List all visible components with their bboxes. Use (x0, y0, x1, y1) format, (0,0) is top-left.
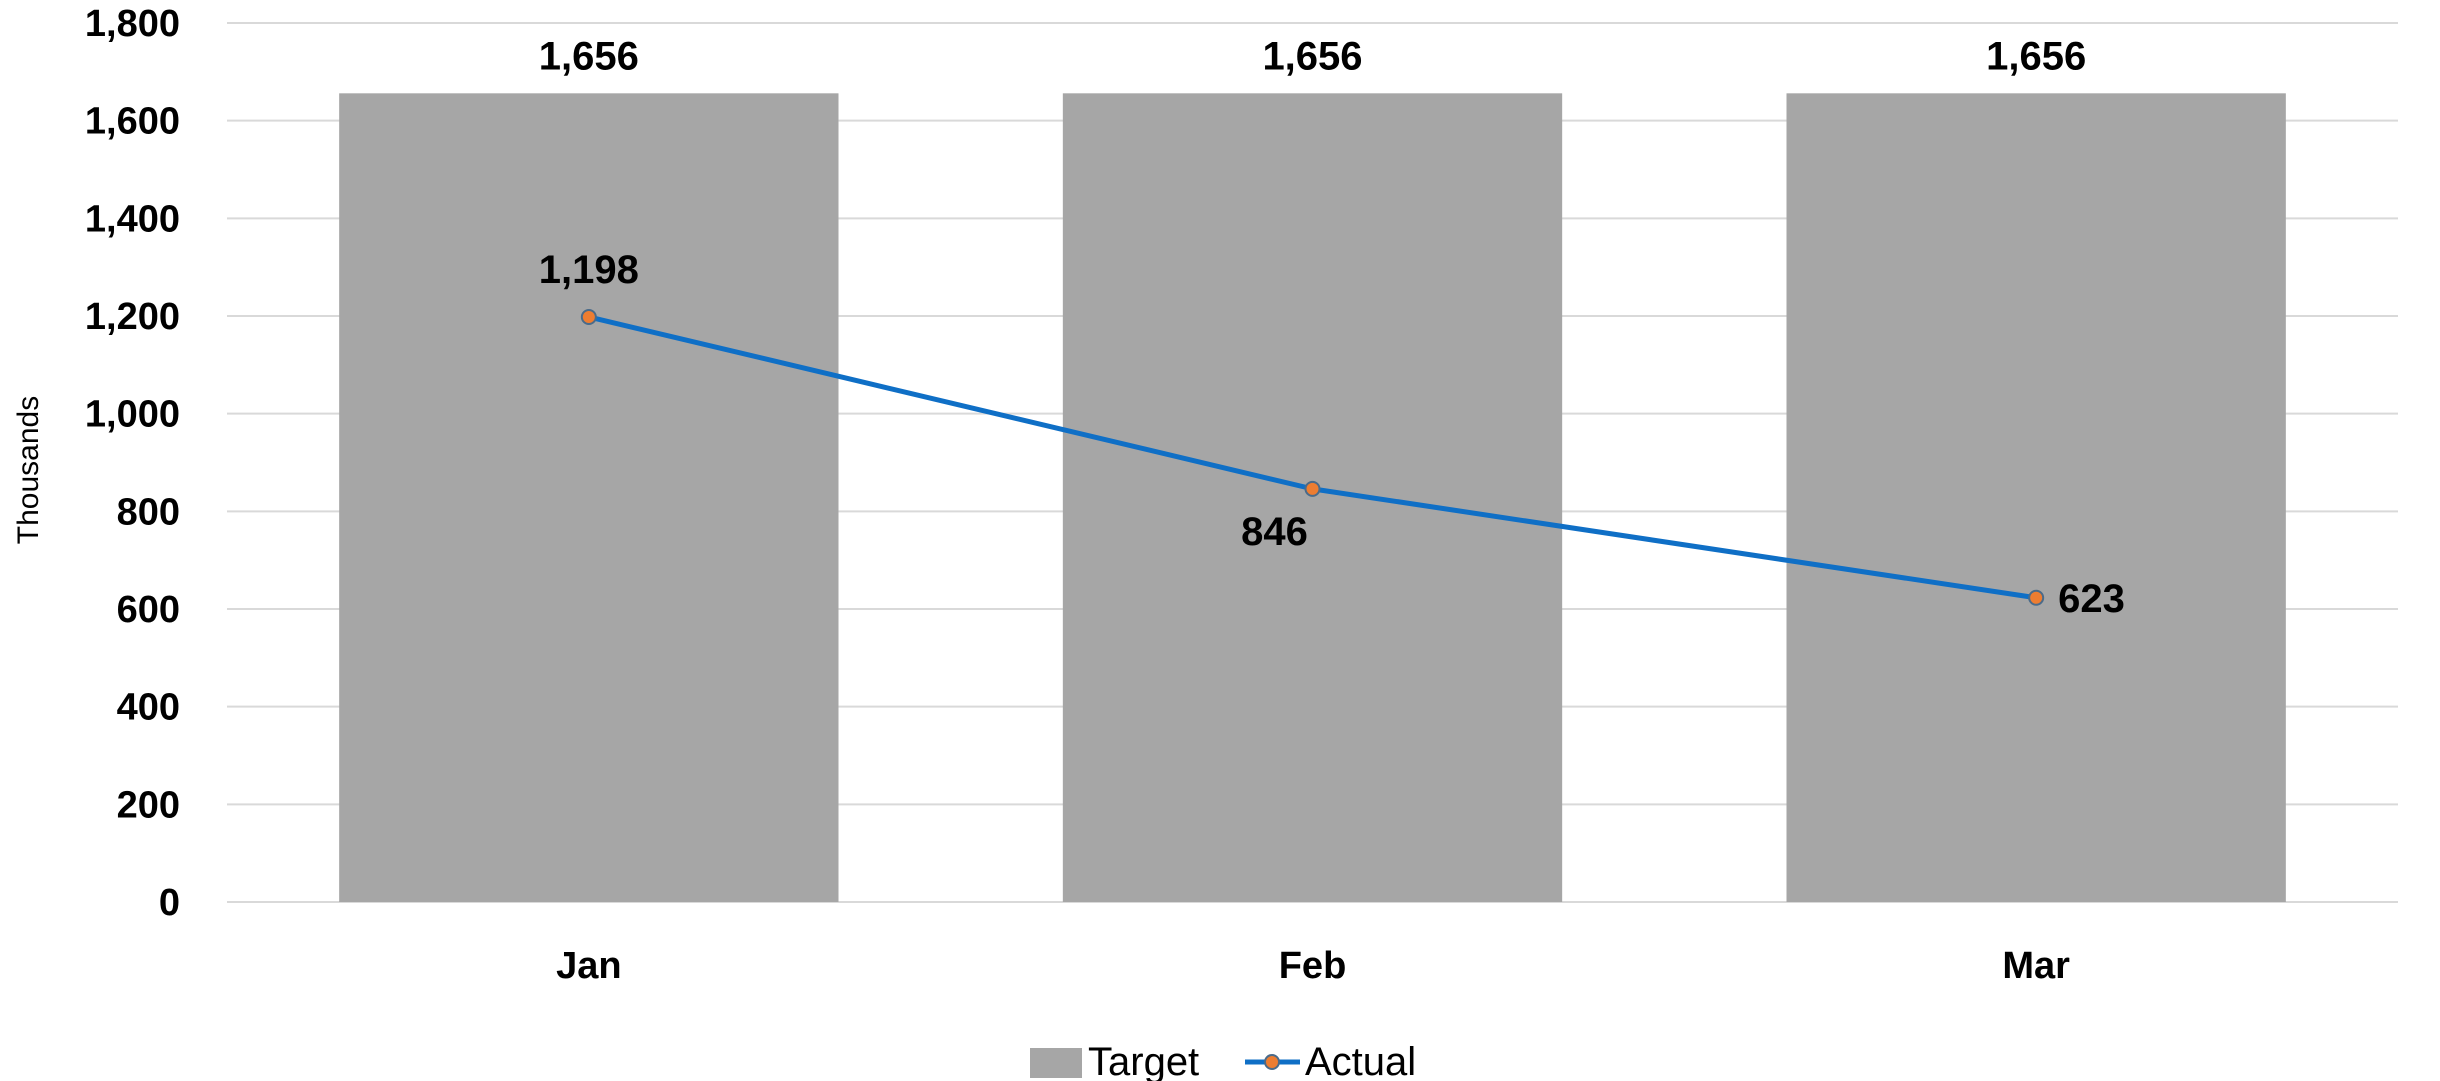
y-tick-label: 200 (117, 784, 180, 826)
target-data-label: 1,656 (1986, 34, 2086, 78)
actual-data-labels: 1,198 846 623 (539, 248, 2125, 621)
y-axis-ticks: 0 200 400 600 800 1,000 1,200 1,400 1,600 1,800 (85, 3, 180, 924)
y-tick-label: 800 (117, 491, 180, 533)
actual-marker (2028, 589, 2045, 606)
legend-swatch-target (1030, 1048, 1082, 1078)
target-bars (339, 93, 2286, 902)
target-bar (1062, 93, 1563, 902)
legend-label-actual: Actual (1305, 1040, 1416, 1081)
y-tick-label: 1,600 (85, 101, 180, 143)
y-tick-label: 1,800 (85, 3, 180, 45)
y-axis-title: Thousands (12, 396, 45, 544)
y-tick-label: 1,400 (85, 198, 180, 240)
x-axis-ticks: Jan Feb Mar (556, 945, 2070, 987)
y-tick-label: 0 (159, 882, 180, 924)
legend-marker-actual (1264, 1054, 1280, 1070)
legend-label-target: Target (1088, 1040, 1199, 1081)
actual-marker (580, 308, 597, 325)
target-bar (339, 93, 839, 902)
y-tick-label: 1,200 (85, 296, 180, 338)
legend: Target Actual (1030, 1040, 1416, 1081)
actual-data-label: 623 (2058, 577, 2125, 621)
target-data-label: 1,656 (539, 34, 639, 78)
x-tick-label: Jan (556, 945, 621, 987)
target-bar (1786, 93, 2286, 902)
actual-marker (1304, 480, 1321, 497)
y-tick-label: 1,000 (85, 394, 180, 436)
actual-data-label: 1,198 (539, 248, 639, 292)
y-tick-label: 600 (117, 589, 180, 631)
actual-line-series (580, 308, 2045, 606)
target-data-label: 1,656 (1262, 34, 1362, 78)
actual-data-label: 846 (1241, 510, 1308, 554)
target-data-labels: 1,656 1,656 1,656 (539, 34, 2086, 78)
x-tick-label: Feb (1279, 945, 1347, 987)
y-tick-label: 400 (117, 687, 180, 729)
x-tick-label: Mar (2002, 945, 2070, 987)
